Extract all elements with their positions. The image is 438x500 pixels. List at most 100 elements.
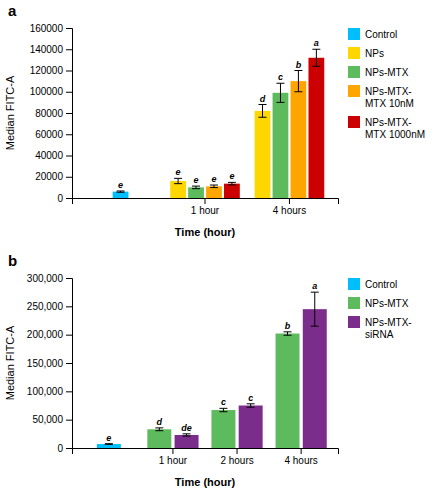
bar-letter: e xyxy=(211,174,216,184)
y-tick-label: 120000 xyxy=(30,65,64,76)
y-tick-mark xyxy=(66,335,72,336)
y-axis-line xyxy=(66,29,73,199)
error-bar-stem xyxy=(298,71,299,92)
error-bar-cap xyxy=(117,192,125,193)
y-axis-line xyxy=(66,279,73,449)
error-bar-cap xyxy=(183,433,191,434)
y-tick-mark xyxy=(66,391,72,392)
legend-swatch xyxy=(348,316,360,328)
bar xyxy=(175,435,199,448)
bar-letter: b xyxy=(296,60,302,70)
legend-item: NPs-MTX xyxy=(348,66,409,78)
bar-letter: b xyxy=(285,321,291,331)
x-tick-label: 2 hours xyxy=(220,455,253,466)
bar-letter: e xyxy=(118,180,123,190)
error-bar-cap xyxy=(259,104,267,105)
y-tick-label: 140000 xyxy=(30,44,64,55)
error-bar-cap xyxy=(174,178,182,179)
legend: Control NPs-MTX NPs-MTX-siRNA xyxy=(348,278,412,340)
error-bar-cap xyxy=(294,70,302,71)
y-tick-mark xyxy=(66,363,72,364)
bar xyxy=(276,334,300,448)
y-tick-mark xyxy=(66,134,72,135)
x-tick: 1 hour xyxy=(191,198,220,216)
legend-item: NPs-MTX-MTX 1000nM xyxy=(348,116,425,140)
y-tick: 0 xyxy=(57,443,72,454)
bar-letter: e xyxy=(106,433,111,443)
error-bar-cap xyxy=(312,49,320,50)
legend-swatch xyxy=(348,278,360,290)
bar xyxy=(308,58,324,198)
legend-swatch xyxy=(348,116,360,128)
bar xyxy=(224,184,240,198)
y-tick-mark xyxy=(66,306,72,307)
error-bar xyxy=(294,71,302,92)
bar xyxy=(188,187,204,198)
legend-label-line: MTX 1000nM xyxy=(365,129,425,140)
error-bar-stem xyxy=(250,404,251,407)
bar-letter: c xyxy=(221,397,226,407)
y-tick: 60000 xyxy=(35,129,72,140)
panel: eddeccba1 hour2 hours4 hours050,000100,0… xyxy=(4,252,412,488)
error-bar-cap xyxy=(228,182,236,183)
x-tick-label: 1 hour xyxy=(159,455,188,466)
error-bar-cap xyxy=(117,190,125,191)
y-tick: 50,000 xyxy=(32,414,72,425)
legend-label-line: Control xyxy=(365,279,397,290)
bar-letter: d xyxy=(157,417,163,427)
legend-label: NPs-MTX-siRNA xyxy=(365,317,412,340)
x-tick-mark xyxy=(289,198,290,204)
y-tick-label: 160000 xyxy=(30,23,64,34)
bar xyxy=(291,81,307,198)
legend-item: NPs-MTX xyxy=(348,297,409,309)
x-tick-label: 1 hour xyxy=(191,205,220,216)
y-tick: 0 xyxy=(57,193,72,204)
x-tick: 2 hours xyxy=(220,448,253,466)
legend-label-line: MTX 10nM xyxy=(365,98,414,109)
y-tick-label: 150,000 xyxy=(27,358,64,369)
bar xyxy=(113,192,129,198)
y-tick-mark xyxy=(66,49,72,50)
bar-letter: e xyxy=(176,167,181,177)
legend-item: NPs-MTX-MTX 10nM xyxy=(348,85,414,109)
x-tick-label: 4 hours xyxy=(273,205,306,216)
y-tick: 20000 xyxy=(35,171,72,182)
bar xyxy=(239,406,263,449)
legend-item: NPs-MTX-siRNA xyxy=(348,316,412,340)
bar-letter: a xyxy=(312,281,317,291)
error-bar-cap xyxy=(284,335,292,336)
error-bar-cap xyxy=(247,407,255,408)
y-tick-label: 200,000 xyxy=(27,329,64,340)
x-tick-label: 4 hours xyxy=(284,455,317,466)
error-bar-cap xyxy=(192,188,200,189)
y-tick-label: 300,000 xyxy=(27,273,64,284)
y-axis: 0200004000060000800001000001200001400001… xyxy=(30,23,73,204)
error-bar-stem xyxy=(262,105,263,118)
legend-label: Control xyxy=(365,29,397,40)
error-bar-cap xyxy=(311,326,319,327)
legend-item: Control xyxy=(348,278,397,290)
y-tick: 100,000 xyxy=(27,386,72,397)
legend-label: NPs-MTX-MTX 1000nM xyxy=(365,117,425,140)
error-bar xyxy=(210,185,218,188)
panel: eeeeedcba1 hour4 hours020000400006000080… xyxy=(4,2,425,238)
y-tick: 80000 xyxy=(35,108,72,119)
bar xyxy=(211,410,235,448)
error-bar xyxy=(284,332,292,335)
bar-letter: de xyxy=(181,423,192,433)
y-tick: 140000 xyxy=(30,44,72,55)
y-tick: 150,000 xyxy=(27,358,72,369)
error-bar-stem xyxy=(287,332,288,335)
error-bar-cap xyxy=(284,331,292,332)
y-axis: 050,000100,000150,000200,000250,000300,0… xyxy=(27,273,73,454)
legend-label-line: NPs-MTX- xyxy=(365,317,412,328)
y-tick-label: 100,000 xyxy=(27,386,64,397)
error-bar xyxy=(219,408,227,411)
error-bar-stem xyxy=(314,292,315,326)
y-axis-title: Median FITC-A xyxy=(4,325,16,400)
bar-letter: a xyxy=(314,38,319,48)
x-tick-mark xyxy=(237,448,238,454)
legend-label: NPs-MTX-MTX 10nM xyxy=(365,86,414,109)
error-bar xyxy=(174,178,182,183)
y-tick-label: 60000 xyxy=(35,129,63,140)
